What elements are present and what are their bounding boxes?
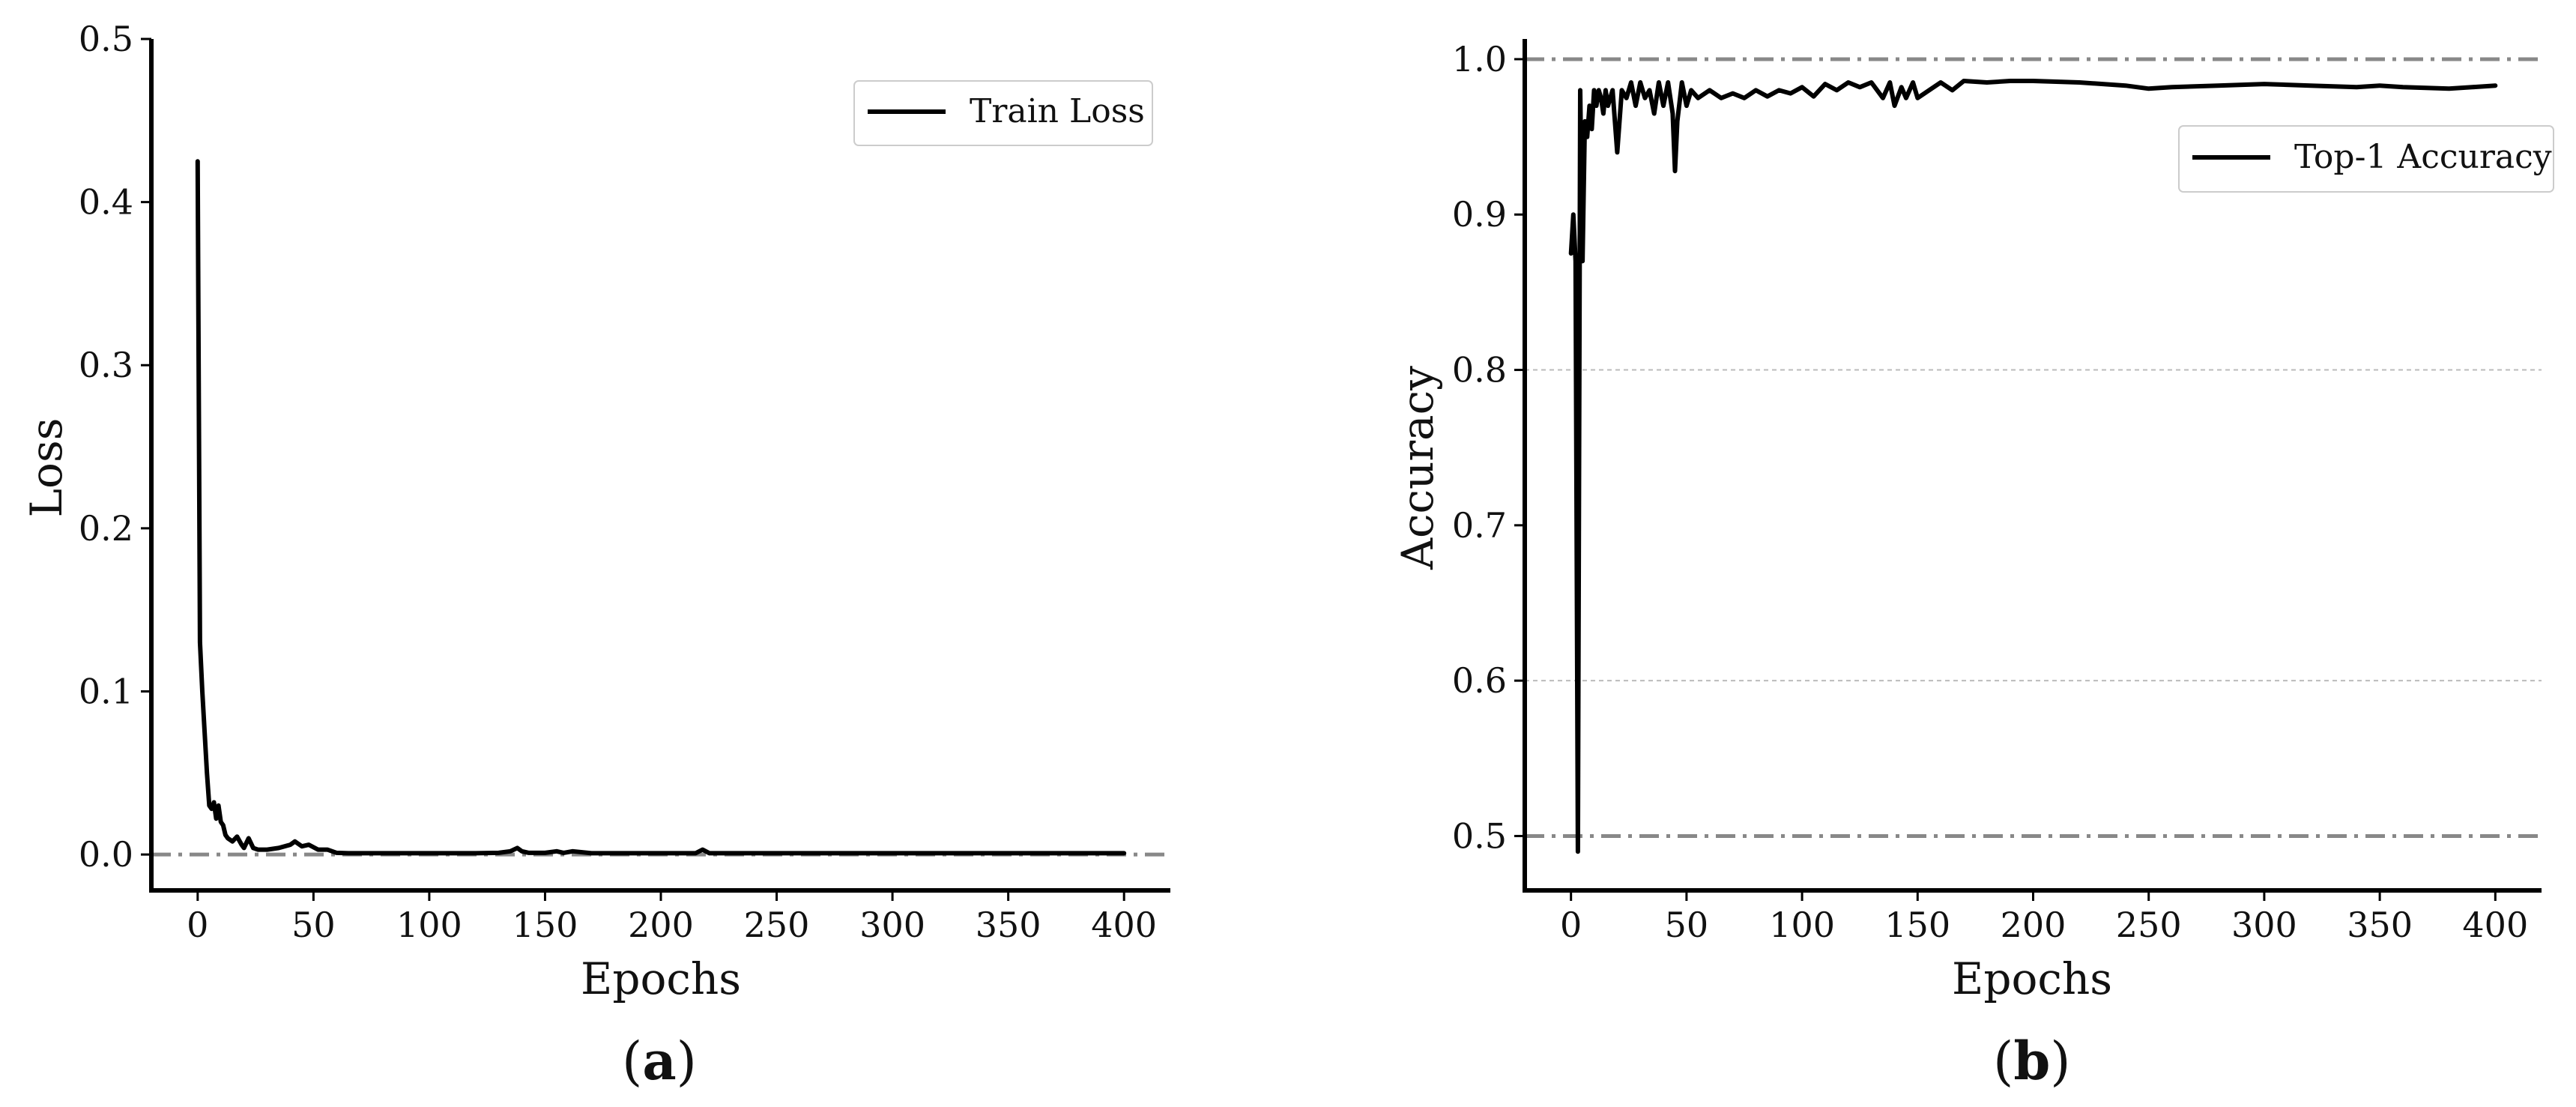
- panel-b-caption-label: (b): [1993, 1030, 2071, 1092]
- panel-b-legend-box: [2178, 125, 2554, 193]
- panel-b-y-tick-label-4: 0.9: [1452, 194, 1507, 235]
- panel-a-legend-box: [853, 80, 1153, 146]
- panel-b-y-tick-label-0: 0.5: [1452, 815, 1507, 856]
- panel-a-x-tick-label-7: 350: [976, 905, 1041, 945]
- panel-b-x-tick-label-5: 250: [2116, 905, 2182, 945]
- panel-b-legend: Top-1 Accuracy: [2178, 125, 2554, 193]
- panel-a-y-tick-label-3: 0.3: [79, 345, 133, 385]
- panel-b-y-tick-label-1: 0.6: [1452, 660, 1507, 701]
- panel-b-y-axis-label: Accuracy: [1392, 366, 1443, 570]
- panel-a-x-tick-label-2: 100: [396, 905, 462, 945]
- panel-a-x-tick-label-1: 50: [291, 905, 336, 945]
- panel-b-series-line-0: [1568, 79, 2498, 854]
- panel-a-x-tick-label-0: 0: [187, 905, 208, 945]
- panel-a-legend-label: Train Loss: [970, 92, 1145, 130]
- panel-b-legend-label: Top-1 Accuracy: [2294, 138, 2552, 176]
- panel-a-y-tick-label-5: 0.5: [79, 19, 133, 59]
- panel-b: 0 50 100 150 200 250 300 350 400 0.5 0.6 0.7 0.8 0.9 1…: [1392, 39, 2554, 1092]
- panel-a-series-line-0: [195, 159, 1127, 856]
- panel-b-y-tick-label-2: 0.7: [1452, 505, 1507, 546]
- panel-a-caption-close-paren: ): [677, 1031, 697, 1092]
- panel-a-y-tick-label-2: 0.2: [79, 508, 133, 549]
- panel-b-x-tick-label-0: 0: [1560, 905, 1582, 945]
- panel-a-legend: Train Loss: [853, 80, 1153, 146]
- panel-b-x-tick-label-3: 150: [1884, 905, 1950, 945]
- panel-b-caption-close-paren: ): [2050, 1031, 2070, 1092]
- panel-a-y-axis-label: Loss: [21, 418, 72, 518]
- panel-b-caption-open-paren: (: [1993, 1031, 2013, 1092]
- panel-a-caption-label: (a): [622, 1030, 697, 1092]
- panel-a-y-tick-label-1: 0.1: [79, 671, 133, 711]
- panel-b-x-tick-label-7: 350: [2347, 905, 2413, 945]
- panel-b-y-tick-label-5: 1.0: [1452, 39, 1507, 79]
- panel-b-x-tick-label-4: 200: [2001, 905, 2066, 945]
- panel-a-y-tick-label-4: 0.4: [79, 182, 133, 223]
- panel-b-plot-area: 0 50 100 150 200 250 300 350 400 0.5 0.6 0.7 0.8 0.9 1…: [1452, 39, 2542, 945]
- panel-a-caption-open-paren: (: [622, 1031, 642, 1092]
- panel-b-x-axis-label: Epochs: [1952, 953, 2112, 1004]
- panel-a: 0 50 100 150 200 250 300 350 400 0.0 0.1 0.2 0.3 0.4 0…: [21, 19, 1170, 1092]
- panel-a-caption-letter: a: [642, 1030, 676, 1092]
- panel-a-x-tick-label-5: 250: [744, 905, 810, 945]
- panel-a-x-tick-label-8: 400: [1091, 905, 1157, 945]
- panel-b-y-tick-label-3: 0.8: [1452, 350, 1507, 390]
- panel-b-x-tick-label-2: 100: [1769, 905, 1835, 945]
- panel-b-x-tick-label-1: 50: [1665, 905, 1709, 945]
- panel-b-caption-letter: b: [2013, 1030, 2050, 1092]
- panel-a-y-tick-label-0: 0.0: [79, 834, 133, 875]
- panel-a-x-tick-label-4: 200: [628, 905, 694, 945]
- panel-a-x-axis-label: Epochs: [581, 953, 741, 1004]
- panel-a-plot-area: 0 50 100 150 200 250 300 350 400 0.0 0.1 0.2 0.3 0.4 0…: [79, 19, 1170, 945]
- panel-a-x-tick-label-6: 300: [859, 905, 925, 945]
- panel-b-x-tick-label-8: 400: [2462, 905, 2528, 945]
- panel-b-x-tick-label-6: 300: [2231, 905, 2297, 945]
- panel-a-x-tick-label-3: 150: [513, 905, 578, 945]
